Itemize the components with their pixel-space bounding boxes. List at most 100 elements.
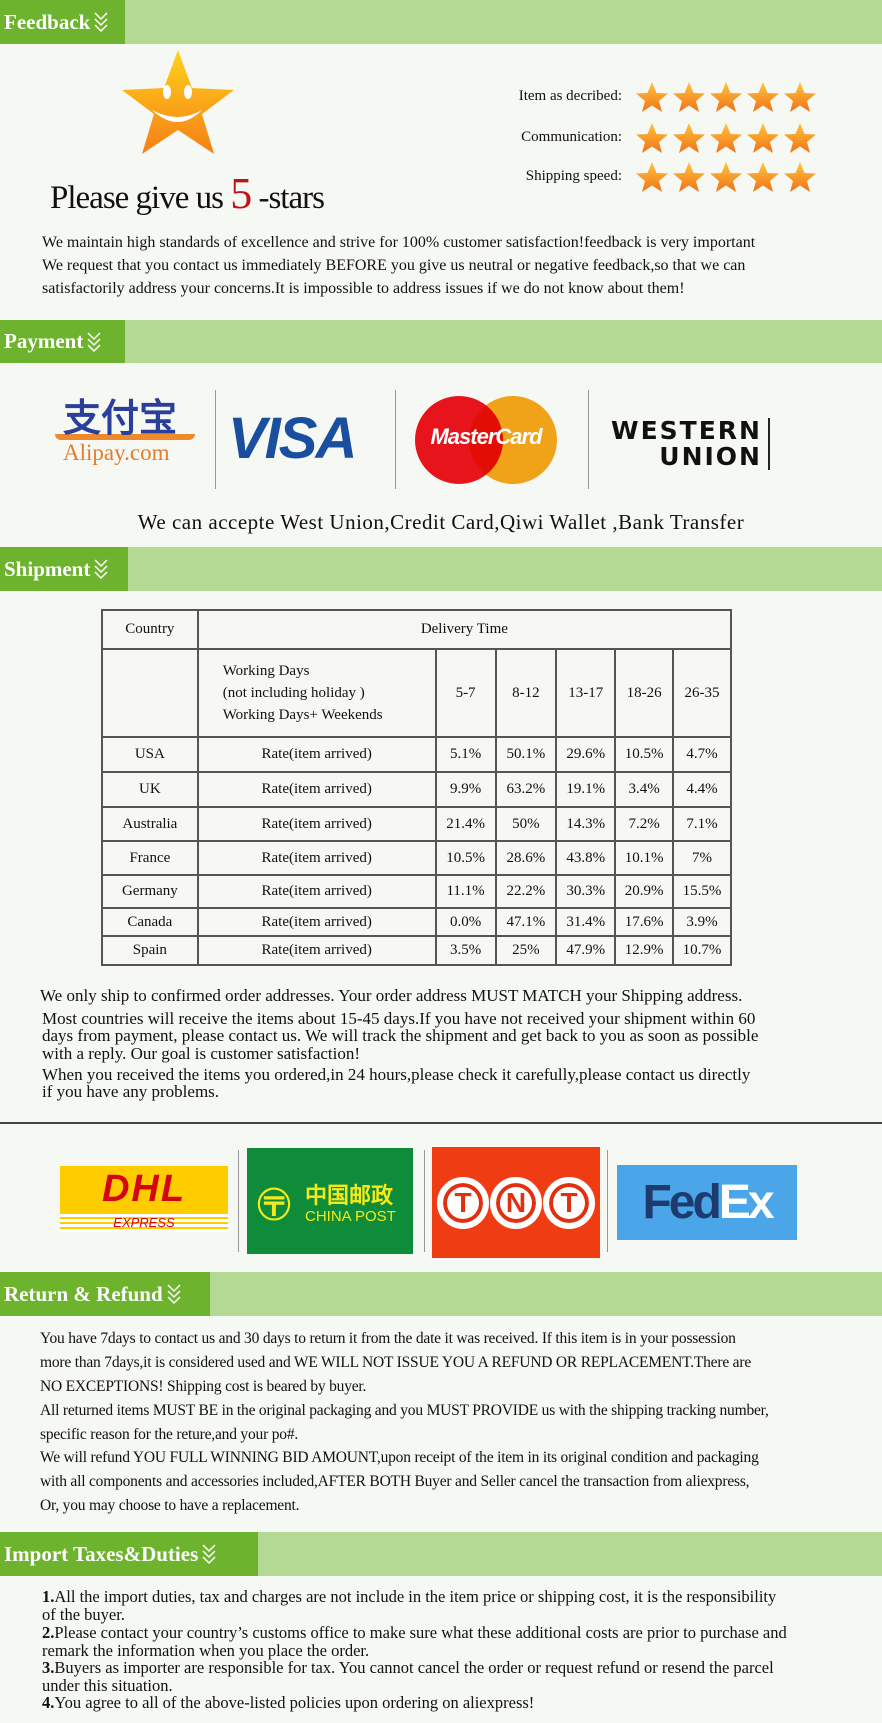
double-chevron-down-icon bbox=[201, 1541, 217, 1567]
fedex-logo: Fed Ex bbox=[617, 1165, 797, 1240]
rate-cell: 3.9% bbox=[672, 907, 732, 937]
return-text-line: specific reason for the reture,and your … bbox=[40, 1426, 299, 1443]
rate-cell: 20.9% bbox=[614, 874, 675, 909]
range-header: 26-35 bbox=[672, 648, 732, 738]
shipment-text-line: with a reply. Our goal is customer satis… bbox=[42, 1044, 361, 1063]
rating-label: Shipping speed: bbox=[525, 168, 622, 184]
rate-cell: 30.3% bbox=[555, 874, 617, 909]
star-icon bbox=[783, 161, 817, 193]
star-icon bbox=[746, 81, 780, 113]
range-header: 8-12 bbox=[494, 648, 558, 738]
delivery-time-header: Delivery Time bbox=[196, 609, 733, 650]
tnt-logo: T N T bbox=[432, 1147, 600, 1258]
working-days-header: Working Days (not including holiday ) Wo… bbox=[196, 648, 437, 738]
return-text-line: with all components and accessories incl… bbox=[40, 1473, 750, 1490]
item-text-cont: of the buyer. bbox=[42, 1604, 125, 1624]
range-header: 18-26 bbox=[614, 648, 675, 738]
star-icon bbox=[672, 161, 706, 193]
rate-label-cell: Rate(item arrived) bbox=[196, 771, 437, 808]
import-item: 1.All the import duties, tax and charges… bbox=[42, 1588, 776, 1623]
tnt-letter: T bbox=[437, 1176, 489, 1229]
rate-cell: 15.5% bbox=[672, 874, 732, 909]
double-chevron-down-icon bbox=[93, 9, 109, 35]
import-header: Import Taxes&Duties bbox=[0, 1532, 882, 1576]
subheader-line: (not including holiday ) bbox=[222, 685, 365, 701]
tnt-letter: N bbox=[490, 1176, 542, 1229]
slogan-suffix: -stars bbox=[258, 180, 324, 216]
rate-cell: 22.2% bbox=[494, 874, 558, 909]
item-text: Please contact your country’s customs of… bbox=[54, 1623, 787, 1642]
rate-label-cell: Rate(item arrived) bbox=[196, 935, 437, 966]
china-post-text: CHINA POST bbox=[305, 1208, 396, 1225]
country-cell: USA bbox=[101, 736, 199, 773]
wu-line2: UNION bbox=[659, 442, 762, 471]
shipment-text-line: When you received the items you ordered,… bbox=[42, 1065, 751, 1084]
rate-cell: 3.5% bbox=[434, 935, 497, 966]
item-text-cont: remark the information when you place th… bbox=[42, 1640, 370, 1660]
fedex-ex: Ex bbox=[718, 1176, 775, 1229]
double-chevron-down-icon bbox=[93, 556, 109, 582]
table-row: USA Rate(item arrived) 5.1% 50.1% 29.6% 10.5%… bbox=[101, 736, 732, 773]
alipay-chinese: 支付宝 bbox=[63, 396, 178, 440]
rate-cell: 50.1% bbox=[494, 736, 558, 773]
feedback-header: Feedback bbox=[0, 0, 882, 44]
star-icon bbox=[709, 122, 743, 154]
star-icon bbox=[783, 122, 817, 154]
star-icon bbox=[672, 122, 706, 154]
star-icon bbox=[709, 161, 743, 193]
star-icon bbox=[783, 81, 817, 113]
mastercard-text: MasterCard bbox=[430, 424, 542, 449]
feedback-text-line: satisfactorily address your concerns.It … bbox=[42, 280, 685, 297]
rate-label-cell: Rate(item arrived) bbox=[196, 907, 437, 937]
range-header: 13-17 bbox=[555, 648, 617, 738]
smiling-star-icon bbox=[122, 50, 234, 154]
feedback-text-line: We maintain high standards of excellence… bbox=[42, 234, 756, 251]
star-icon bbox=[746, 161, 780, 193]
rate-cell: 21.4% bbox=[434, 806, 497, 842]
delivery-time-table: Country Delivery Time Working Days (not i… bbox=[101, 609, 733, 966]
rating-label: Item as decribed: bbox=[518, 88, 622, 104]
item-number: 2. bbox=[42, 1623, 55, 1642]
table-row: Germany Rate(item arrived) 11.1% 22.2% 30.3%… bbox=[101, 874, 732, 909]
rate-cell: 0.0% bbox=[434, 907, 497, 937]
rate-cell: 7.1% bbox=[672, 806, 732, 842]
tnt-letter: T bbox=[543, 1176, 595, 1229]
dhl-text: DHL bbox=[101, 1168, 187, 1210]
import-item: 2.Please contact your country’s customs … bbox=[42, 1624, 787, 1659]
shipment-text-line: We only ship to confirmed order addresse… bbox=[40, 986, 743, 1005]
fedex-fed: Fed bbox=[642, 1176, 721, 1229]
item-text: All the import duties, tax and charges a… bbox=[54, 1587, 777, 1606]
star-icon bbox=[635, 122, 669, 154]
range-header: 5-7 bbox=[434, 648, 497, 738]
alipay-text: Alipay.com bbox=[63, 440, 170, 465]
item-text: Buyers as importer are responsible for t… bbox=[54, 1658, 774, 1677]
divider bbox=[395, 390, 396, 489]
rate-cell: 3.4% bbox=[614, 771, 675, 808]
rate-cell: 4.4% bbox=[672, 771, 732, 808]
country-cell: UK bbox=[101, 771, 199, 808]
rate-label-cell: Rate(item arrived) bbox=[196, 806, 437, 842]
rate-cell: 17.6% bbox=[614, 907, 675, 937]
rate-cell: 12.9% bbox=[614, 935, 675, 966]
payment-methods-text: We can accepte West Union,Credit Card,Qi… bbox=[137, 510, 745, 534]
table-row: Canada Rate(item arrived) 0.0% 47.1% 31.4% 17… bbox=[101, 907, 732, 937]
star-icon bbox=[635, 161, 669, 193]
rate-cell: 5.1% bbox=[434, 736, 497, 773]
divider bbox=[215, 390, 216, 489]
rate-cell: 14.3% bbox=[555, 806, 617, 842]
return-header: Return & Refund bbox=[0, 1272, 882, 1316]
import-item: 4.You agree to all of the above-listed p… bbox=[42, 1694, 534, 1712]
subheader-line: Working Days+ Weekends bbox=[222, 707, 383, 723]
slogan-text: Please give us bbox=[50, 180, 224, 216]
divider bbox=[424, 1150, 425, 1252]
payment-header: Payment bbox=[0, 320, 882, 363]
shipment-text-line: if you have any problems. bbox=[42, 1082, 220, 1101]
import-item: 3.Buyers as importer are responsible for… bbox=[42, 1659, 774, 1694]
dhl-express-text: EXPRESS bbox=[60, 1214, 228, 1232]
country-cell: Spain bbox=[101, 935, 199, 966]
country-cell: France bbox=[101, 840, 199, 876]
country-cell: Germany bbox=[101, 874, 199, 909]
rate-cell: 47.9% bbox=[555, 935, 617, 966]
rate-cell: 9.9% bbox=[434, 771, 497, 808]
item-number: 1. bbox=[42, 1587, 55, 1606]
